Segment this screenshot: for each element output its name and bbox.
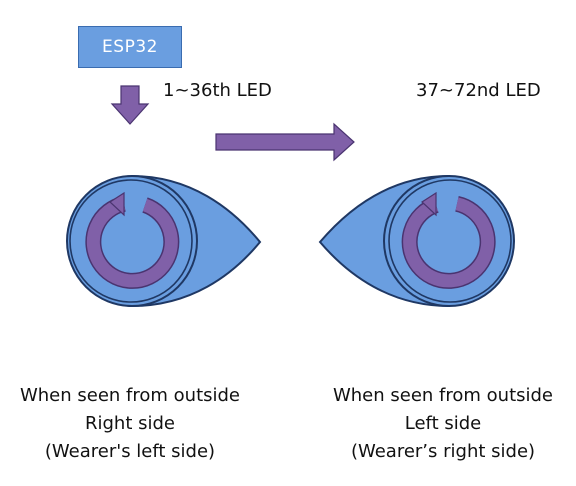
left-caption: When seen from outside Right side (Weare… xyxy=(0,382,260,466)
left-caption-line2: Right side xyxy=(85,413,175,434)
right-eye-inner-circle xyxy=(388,179,512,303)
right-caption-line3: (Wearer’s right side) xyxy=(350,441,536,462)
down-arrow xyxy=(110,85,150,125)
left-caption-line3: (Wearer's left side) xyxy=(44,441,216,462)
left-caption-line1: When seen from outside xyxy=(19,385,241,406)
right-caption-line1: When seen from outside xyxy=(332,385,554,406)
led-range-first: 1~36th LED xyxy=(163,80,272,101)
right-caption: When seen from outside Left side (Wearer… xyxy=(313,382,573,466)
left-rotation-arrowhead xyxy=(109,191,125,217)
left-rotation-ring-fill xyxy=(86,197,178,288)
right-rotation-ring-fill xyxy=(403,197,495,288)
right-caption-line2: Left side xyxy=(404,413,482,434)
esp32-controller-box: ESP32 xyxy=(78,26,182,68)
left-eye-inner-circle xyxy=(69,179,193,303)
esp32-label: ESP32 xyxy=(102,37,158,57)
led-range-second: 37~72nd LED xyxy=(416,80,541,101)
right-arrow xyxy=(215,122,355,162)
left-eye-ring xyxy=(66,174,262,308)
right-rotation-arrowhead xyxy=(421,191,437,217)
right-eye-ring xyxy=(318,174,515,308)
